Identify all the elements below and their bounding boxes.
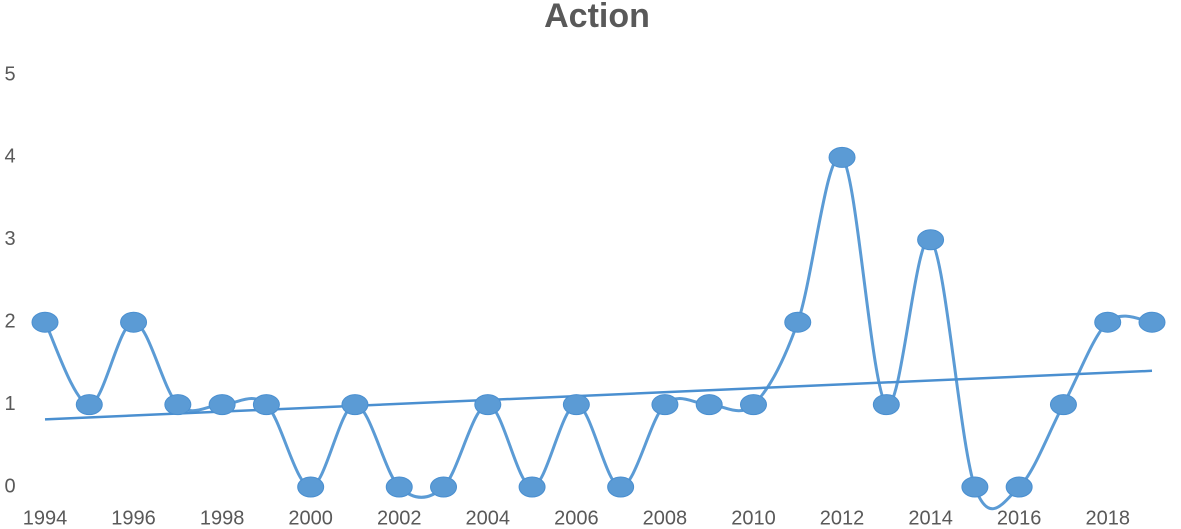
x-tick-label: 2012 [820,507,865,529]
x-tick-label: 1996 [111,507,156,529]
chart-title: Action [544,0,650,35]
x-tick-label: 2018 [1085,507,1130,529]
marker [739,394,767,416]
marker [385,476,413,498]
marker [474,394,502,416]
y-tick-label: 3 [4,228,15,250]
marker [872,394,900,416]
trendline [44,369,1153,421]
x-tick-label: 2002 [377,507,422,529]
marker [120,311,148,333]
marker [430,476,458,498]
y-tick-label: 5 [4,63,15,85]
y-tick-label: 2 [4,310,15,332]
marker [651,394,679,416]
marker [695,394,723,416]
marker [607,476,635,498]
y-tick-label: 4 [4,146,15,168]
marker [1094,311,1122,333]
x-tick-label: 2014 [908,507,953,529]
y-tick-label: 1 [4,393,15,415]
marker [917,229,945,251]
x-tick-label: 2008 [643,507,688,529]
marker [518,476,546,498]
marker [208,394,236,416]
x-tick-label: 1998 [200,507,245,529]
marker [1138,311,1166,333]
marker [562,394,590,416]
x-tick-label: 2016 [997,507,1042,529]
marker [297,476,325,498]
marker [961,476,989,498]
line [43,155,1153,511]
marker [252,394,280,416]
marker [75,394,103,416]
marker [341,394,369,416]
marker [31,311,59,333]
x-tick-label: 2006 [554,507,599,529]
x-tick-label: 1994 [23,507,68,529]
marker [1005,476,1033,498]
marker [1049,394,1077,416]
marker [784,311,812,333]
x-tick-label: 2010 [731,507,776,529]
x-tick-label: 2004 [466,507,511,529]
y-tick-label: 0 [4,475,15,497]
x-tick-label: 2000 [288,507,333,529]
marker [828,146,856,168]
marker [164,394,192,416]
